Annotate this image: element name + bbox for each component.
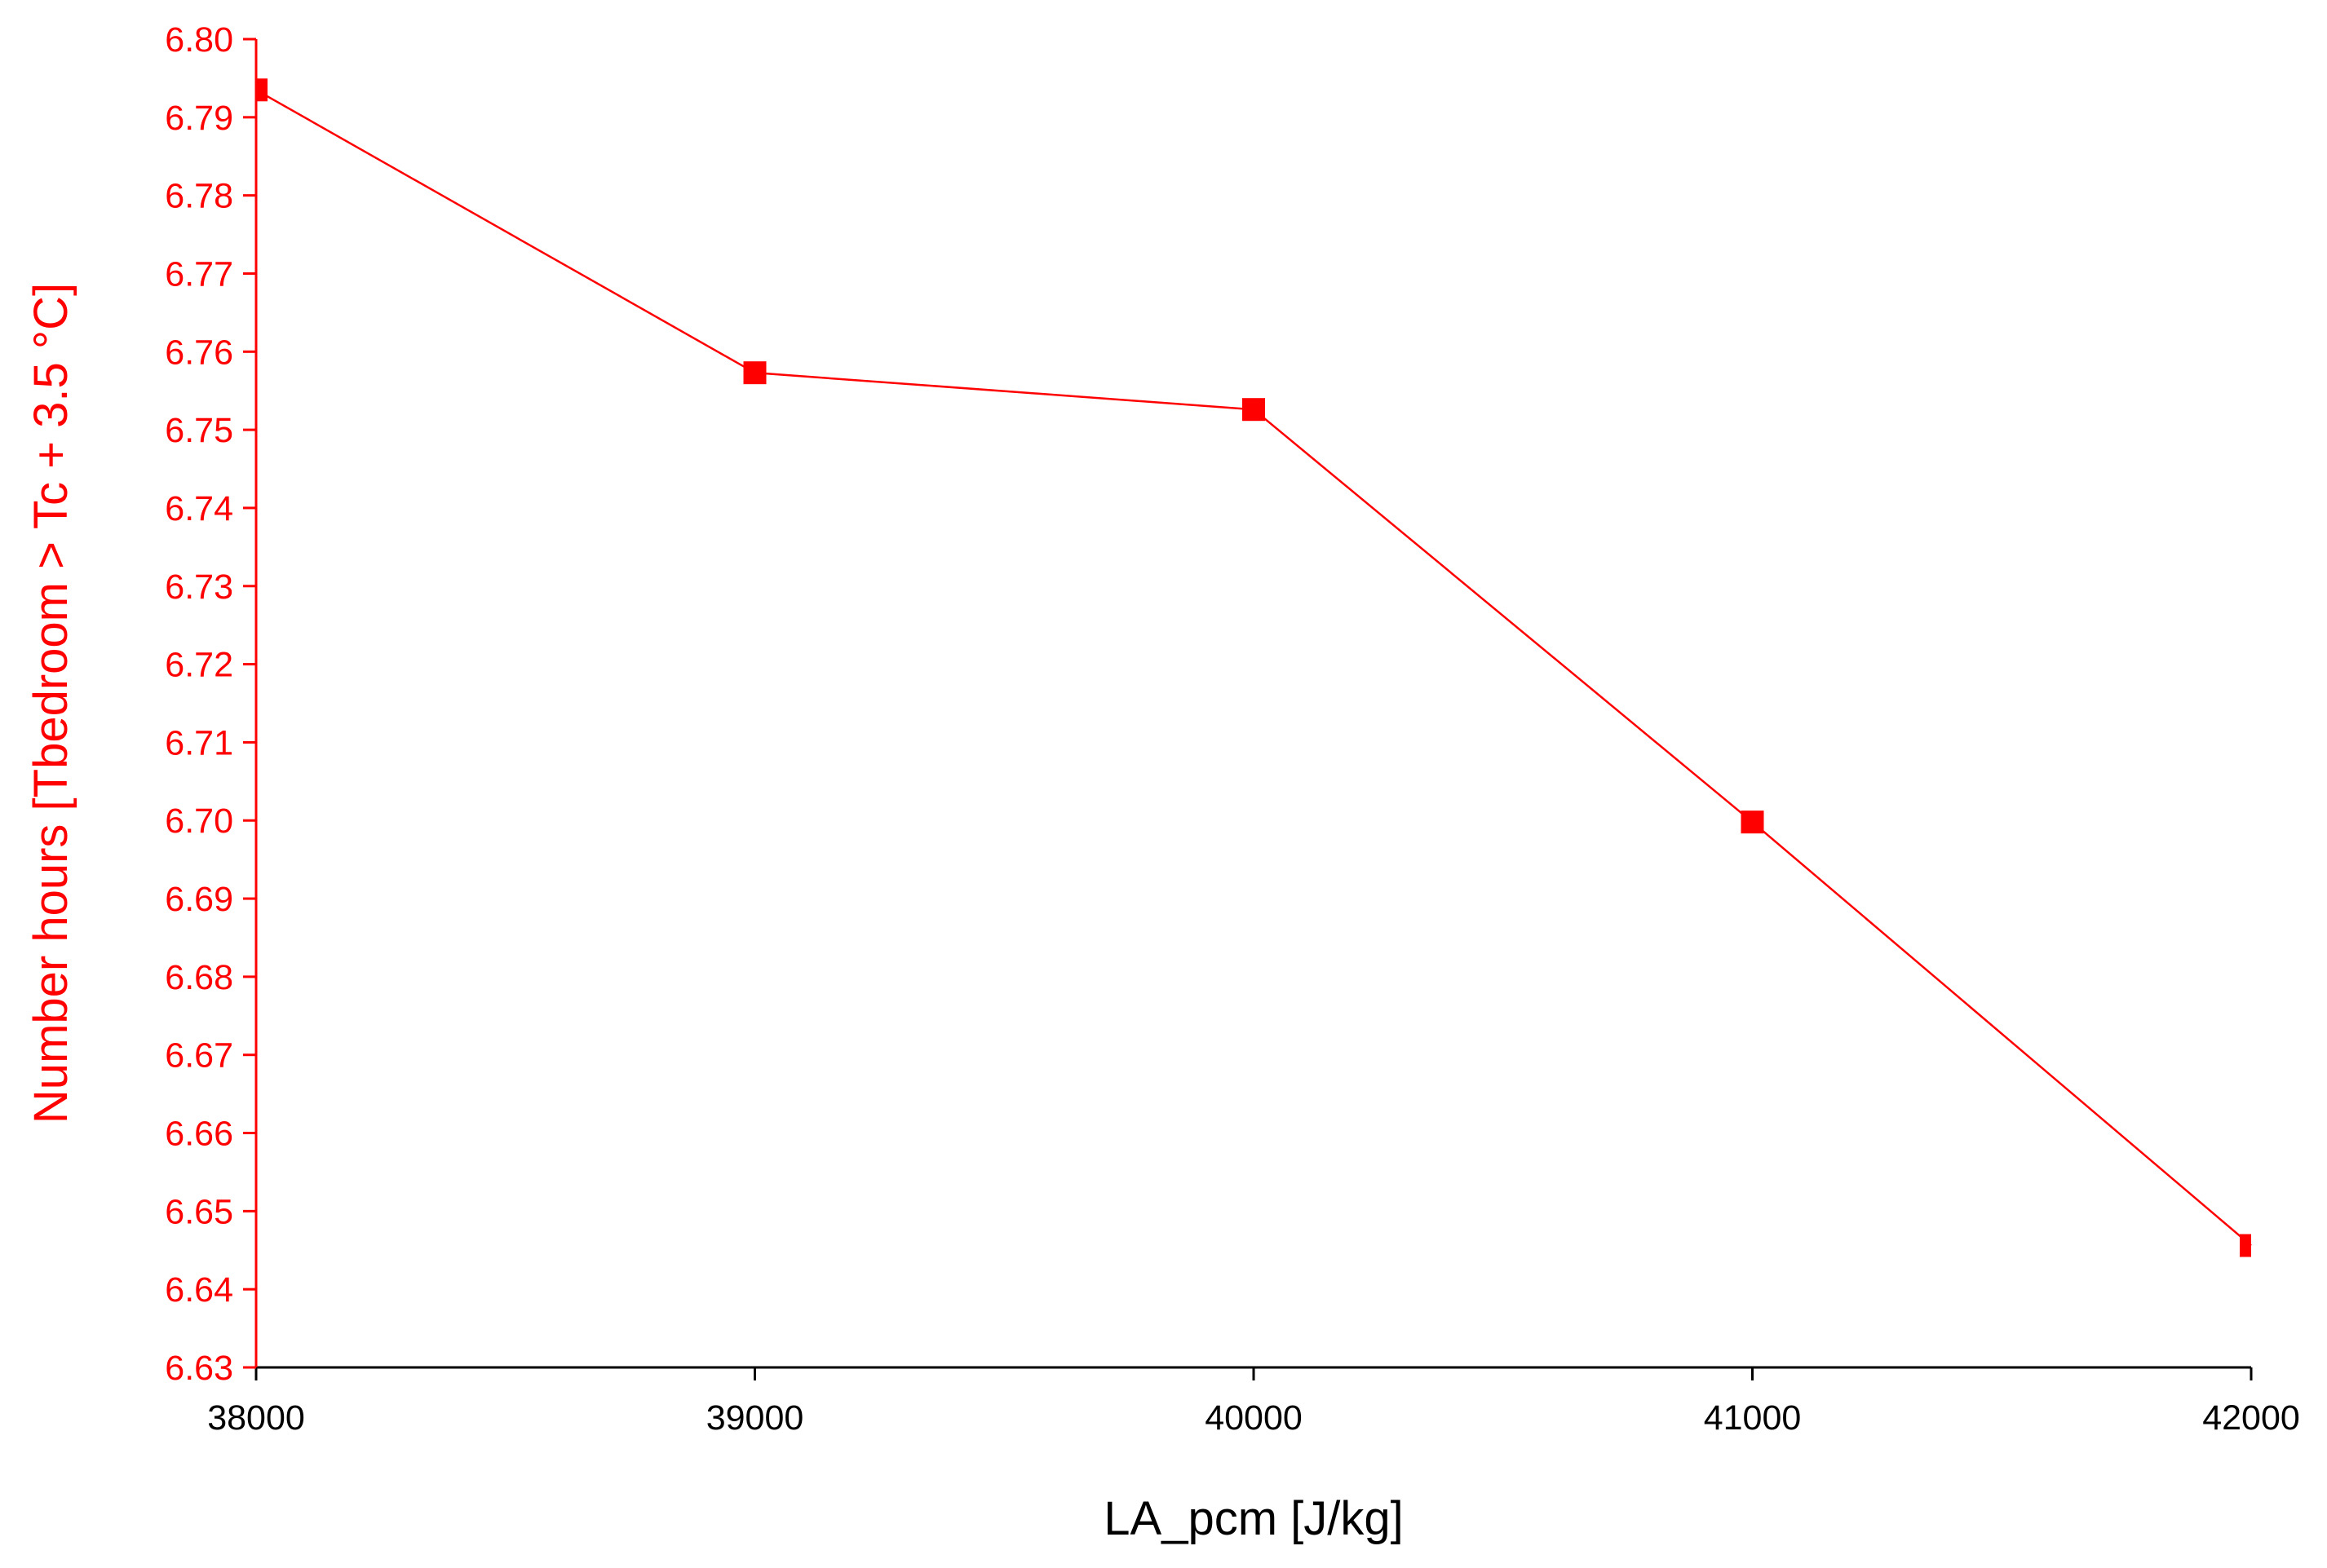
y-tick-label: 6.63: [165, 1349, 233, 1388]
y-tick-label: 6.73: [165, 568, 233, 607]
y-tick-label: 6.77: [165, 254, 233, 294]
y-tick-label: 6.75: [165, 411, 233, 450]
y-tick-label: 6.65: [165, 1192, 233, 1231]
series-layer: [255, 78, 2252, 1257]
data-point-marker: [1242, 398, 1265, 422]
y-tick-label: 6.64: [165, 1270, 233, 1310]
y-tick-label: 6.67: [165, 1036, 233, 1076]
y-tick-label: 6.74: [165, 489, 233, 528]
x-tick-label: 38000: [207, 1398, 305, 1438]
series-line: [255, 89, 2252, 1247]
y-tick-label: 6.80: [165, 20, 233, 60]
y-tick-label: 6.76: [165, 333, 233, 372]
x-tick-label: 42000: [2202, 1398, 2300, 1438]
data-point-marker: [743, 361, 767, 385]
x-axis: 38000 39000 40000 41000 42000: [207, 1366, 2300, 1438]
x-tick-label: 40000: [1205, 1398, 1303, 1438]
data-point-marker: [2240, 1234, 2251, 1257]
x-axis-title: LA_pcm [J/kg]: [1104, 1492, 1403, 1545]
y-tick-label: 6.69: [165, 880, 233, 919]
y-tick-label: 6.70: [165, 802, 233, 841]
y-tick-label: 6.79: [165, 99, 233, 138]
y-axis: 6.63 6.64 6.65 6.66 6.67 6.68 6.69 6.70 6.71 6.72…: [165, 20, 258, 1388]
y-tick-label: 6.72: [165, 646, 233, 685]
y-tick-label: 6.71: [165, 723, 233, 762]
x-tick-label: 39000: [706, 1398, 804, 1438]
x-tick-label: 41000: [1704, 1398, 1802, 1438]
y-tick-label: 6.78: [165, 177, 233, 216]
data-point-marker: [1741, 811, 1764, 834]
data-point-marker: [256, 78, 268, 102]
y-tick-label: 6.68: [165, 958, 233, 997]
y-tick-label: 6.66: [165, 1115, 233, 1154]
y-axis-title: Number hours [Tbedroom > Tc + 3.5 °C]: [24, 283, 77, 1124]
